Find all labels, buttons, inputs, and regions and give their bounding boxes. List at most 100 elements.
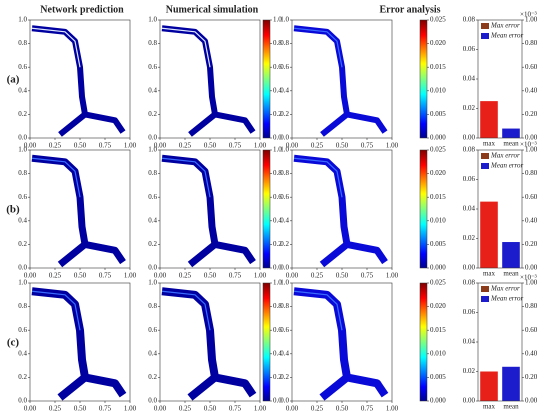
y2-tick-label: 0.80 xyxy=(525,39,538,47)
colorbar-tick-label: 0.4 xyxy=(273,349,282,357)
x-tick-label: 0.75 xyxy=(361,405,374,411)
y-tick-label: 0.2 xyxy=(148,373,157,381)
x-tick-label: 0.25 xyxy=(179,405,192,411)
x-tick-label: 0.75 xyxy=(99,142,112,150)
legend-label: Max error xyxy=(490,285,520,293)
colorbar xyxy=(262,19,271,139)
colorbar-tick-label: 0.6 xyxy=(273,193,282,201)
legend-swatch xyxy=(481,286,489,292)
x-tick-label: 1.00 xyxy=(254,272,267,280)
beam-highlight xyxy=(31,157,81,198)
beam xyxy=(161,25,256,137)
beam-highlight xyxy=(161,27,211,68)
x-tick-label: 0.25 xyxy=(311,405,324,411)
y2-tick-label: 0.00 xyxy=(525,397,538,405)
legend-swatch xyxy=(481,33,489,39)
y-tick-label: 0.2 xyxy=(148,110,157,118)
colorbar-tick-label: 0.4 xyxy=(273,216,282,224)
y-tick-label: 0.6 xyxy=(148,193,157,201)
y2-tick-label: 1.00 xyxy=(525,146,538,154)
y-tick-label: 0.6 xyxy=(280,63,289,71)
y-tick-label: 0.00 xyxy=(463,397,476,405)
x-tick-label: 0.50 xyxy=(74,142,87,150)
x-tick-label: 0.25 xyxy=(49,272,62,280)
y-tick-label: 0.02 xyxy=(463,234,476,242)
x-tick-label: 0.00 xyxy=(154,142,167,150)
y-tick-label: 0.6 xyxy=(280,193,289,201)
bar xyxy=(480,201,498,268)
y-tick-label: 0.4 xyxy=(280,86,289,94)
legend-swatch xyxy=(481,163,489,169)
y-tick-label: 1.0 xyxy=(148,146,157,154)
beam-highlight xyxy=(161,157,211,198)
y2-tick-label: 0.40 xyxy=(525,216,538,224)
y-tick-label: 0.2 xyxy=(280,373,289,381)
y-tick-label: 1.0 xyxy=(148,279,157,287)
legend-label: Mean error xyxy=(490,32,523,40)
colorbar-tick-label: 0.015 xyxy=(430,193,446,201)
beam-highlight xyxy=(161,290,211,331)
y-tick-label: 0.4 xyxy=(280,216,289,224)
colorbar-tick-label: 1.0 xyxy=(273,16,282,24)
x-tick-label: 1.00 xyxy=(124,142,137,150)
row-label: (c) xyxy=(7,337,20,349)
y-tick-label: 0.8 xyxy=(18,39,27,47)
colorbar-tick-label: 0.8 xyxy=(273,39,282,47)
x-tick-label: 0.25 xyxy=(179,142,192,150)
colorbar-tick-label: 0.2 xyxy=(273,110,282,118)
y2-tick-label: 0.20 xyxy=(525,240,538,248)
legend-label: Mean error xyxy=(490,162,523,170)
y-tick-label: 0.0 xyxy=(148,134,157,142)
colorbar-tick-label: 0.005 xyxy=(430,373,446,381)
y-tick-label: 0.00 xyxy=(463,134,476,142)
y-tick-label: 0.08 xyxy=(463,16,476,24)
y-tick-label: 0.06 xyxy=(463,308,476,316)
beam xyxy=(293,287,389,401)
y2-tick-label: 0.80 xyxy=(525,302,538,310)
colorbar-tick-label: 0.010 xyxy=(430,349,446,357)
y-tick-label: 1.0 xyxy=(18,146,27,154)
colorbar-tick-label: 0.0 xyxy=(273,134,282,142)
beam xyxy=(31,287,127,401)
y2-tick-label: 0.60 xyxy=(525,63,538,71)
x-tick-label: 1.00 xyxy=(124,272,137,280)
y-tick-label: 0.08 xyxy=(463,279,476,287)
x-tick-label: 0.25 xyxy=(311,272,324,280)
y-tick-label: 0.06 xyxy=(463,175,476,183)
x-tick-label: 0.00 xyxy=(24,142,37,150)
y2-tick-label: 0.00 xyxy=(525,264,538,272)
y-tick-label: 0.8 xyxy=(18,302,27,310)
y-tick-label: 0.8 xyxy=(148,169,157,177)
y2-tick-label: 0.00 xyxy=(525,134,538,142)
y-tick-label: 1.0 xyxy=(280,146,289,154)
x-tick-label: 0.00 xyxy=(286,272,299,280)
bar xyxy=(502,128,520,138)
beam-highlight xyxy=(293,290,343,331)
y2-scale-label: ×10⁻³ xyxy=(520,11,537,19)
y-tick-label: 1.0 xyxy=(280,16,289,24)
x-tick-label: 0.50 xyxy=(74,405,87,411)
colorbar-tick-label: 0.4 xyxy=(273,86,282,94)
x-tick-label: 0.50 xyxy=(336,272,349,280)
colorbar-tick-label: 0.025 xyxy=(430,16,446,24)
y-tick-label: 0.04 xyxy=(463,205,476,213)
x-tick-label: max xyxy=(483,403,496,411)
y2-tick-label: 0.80 xyxy=(525,169,538,177)
y-tick-label: 0.0 xyxy=(18,134,27,142)
x-tick-label: 0.25 xyxy=(49,405,62,411)
colorbar xyxy=(419,19,428,139)
x-tick-label: mean xyxy=(503,270,519,278)
beam xyxy=(293,25,388,137)
x-tick-label: 0.00 xyxy=(154,405,167,411)
y2-tick-label: 1.00 xyxy=(525,16,538,24)
colorbar-tick-label: 1.0 xyxy=(273,279,282,287)
colorbar-tick-label: 0.025 xyxy=(430,146,446,154)
y-tick-label: 0.0 xyxy=(148,397,157,405)
y-tick-label: 0.8 xyxy=(280,169,289,177)
x-tick-label: 1.00 xyxy=(386,142,399,150)
colorbar-tick-label: 0.025 xyxy=(430,279,446,287)
colorbar-tick-label: 0.000 xyxy=(430,134,446,142)
y-tick-label: 0.6 xyxy=(18,63,27,71)
y-tick-label: 0.2 xyxy=(18,373,27,381)
